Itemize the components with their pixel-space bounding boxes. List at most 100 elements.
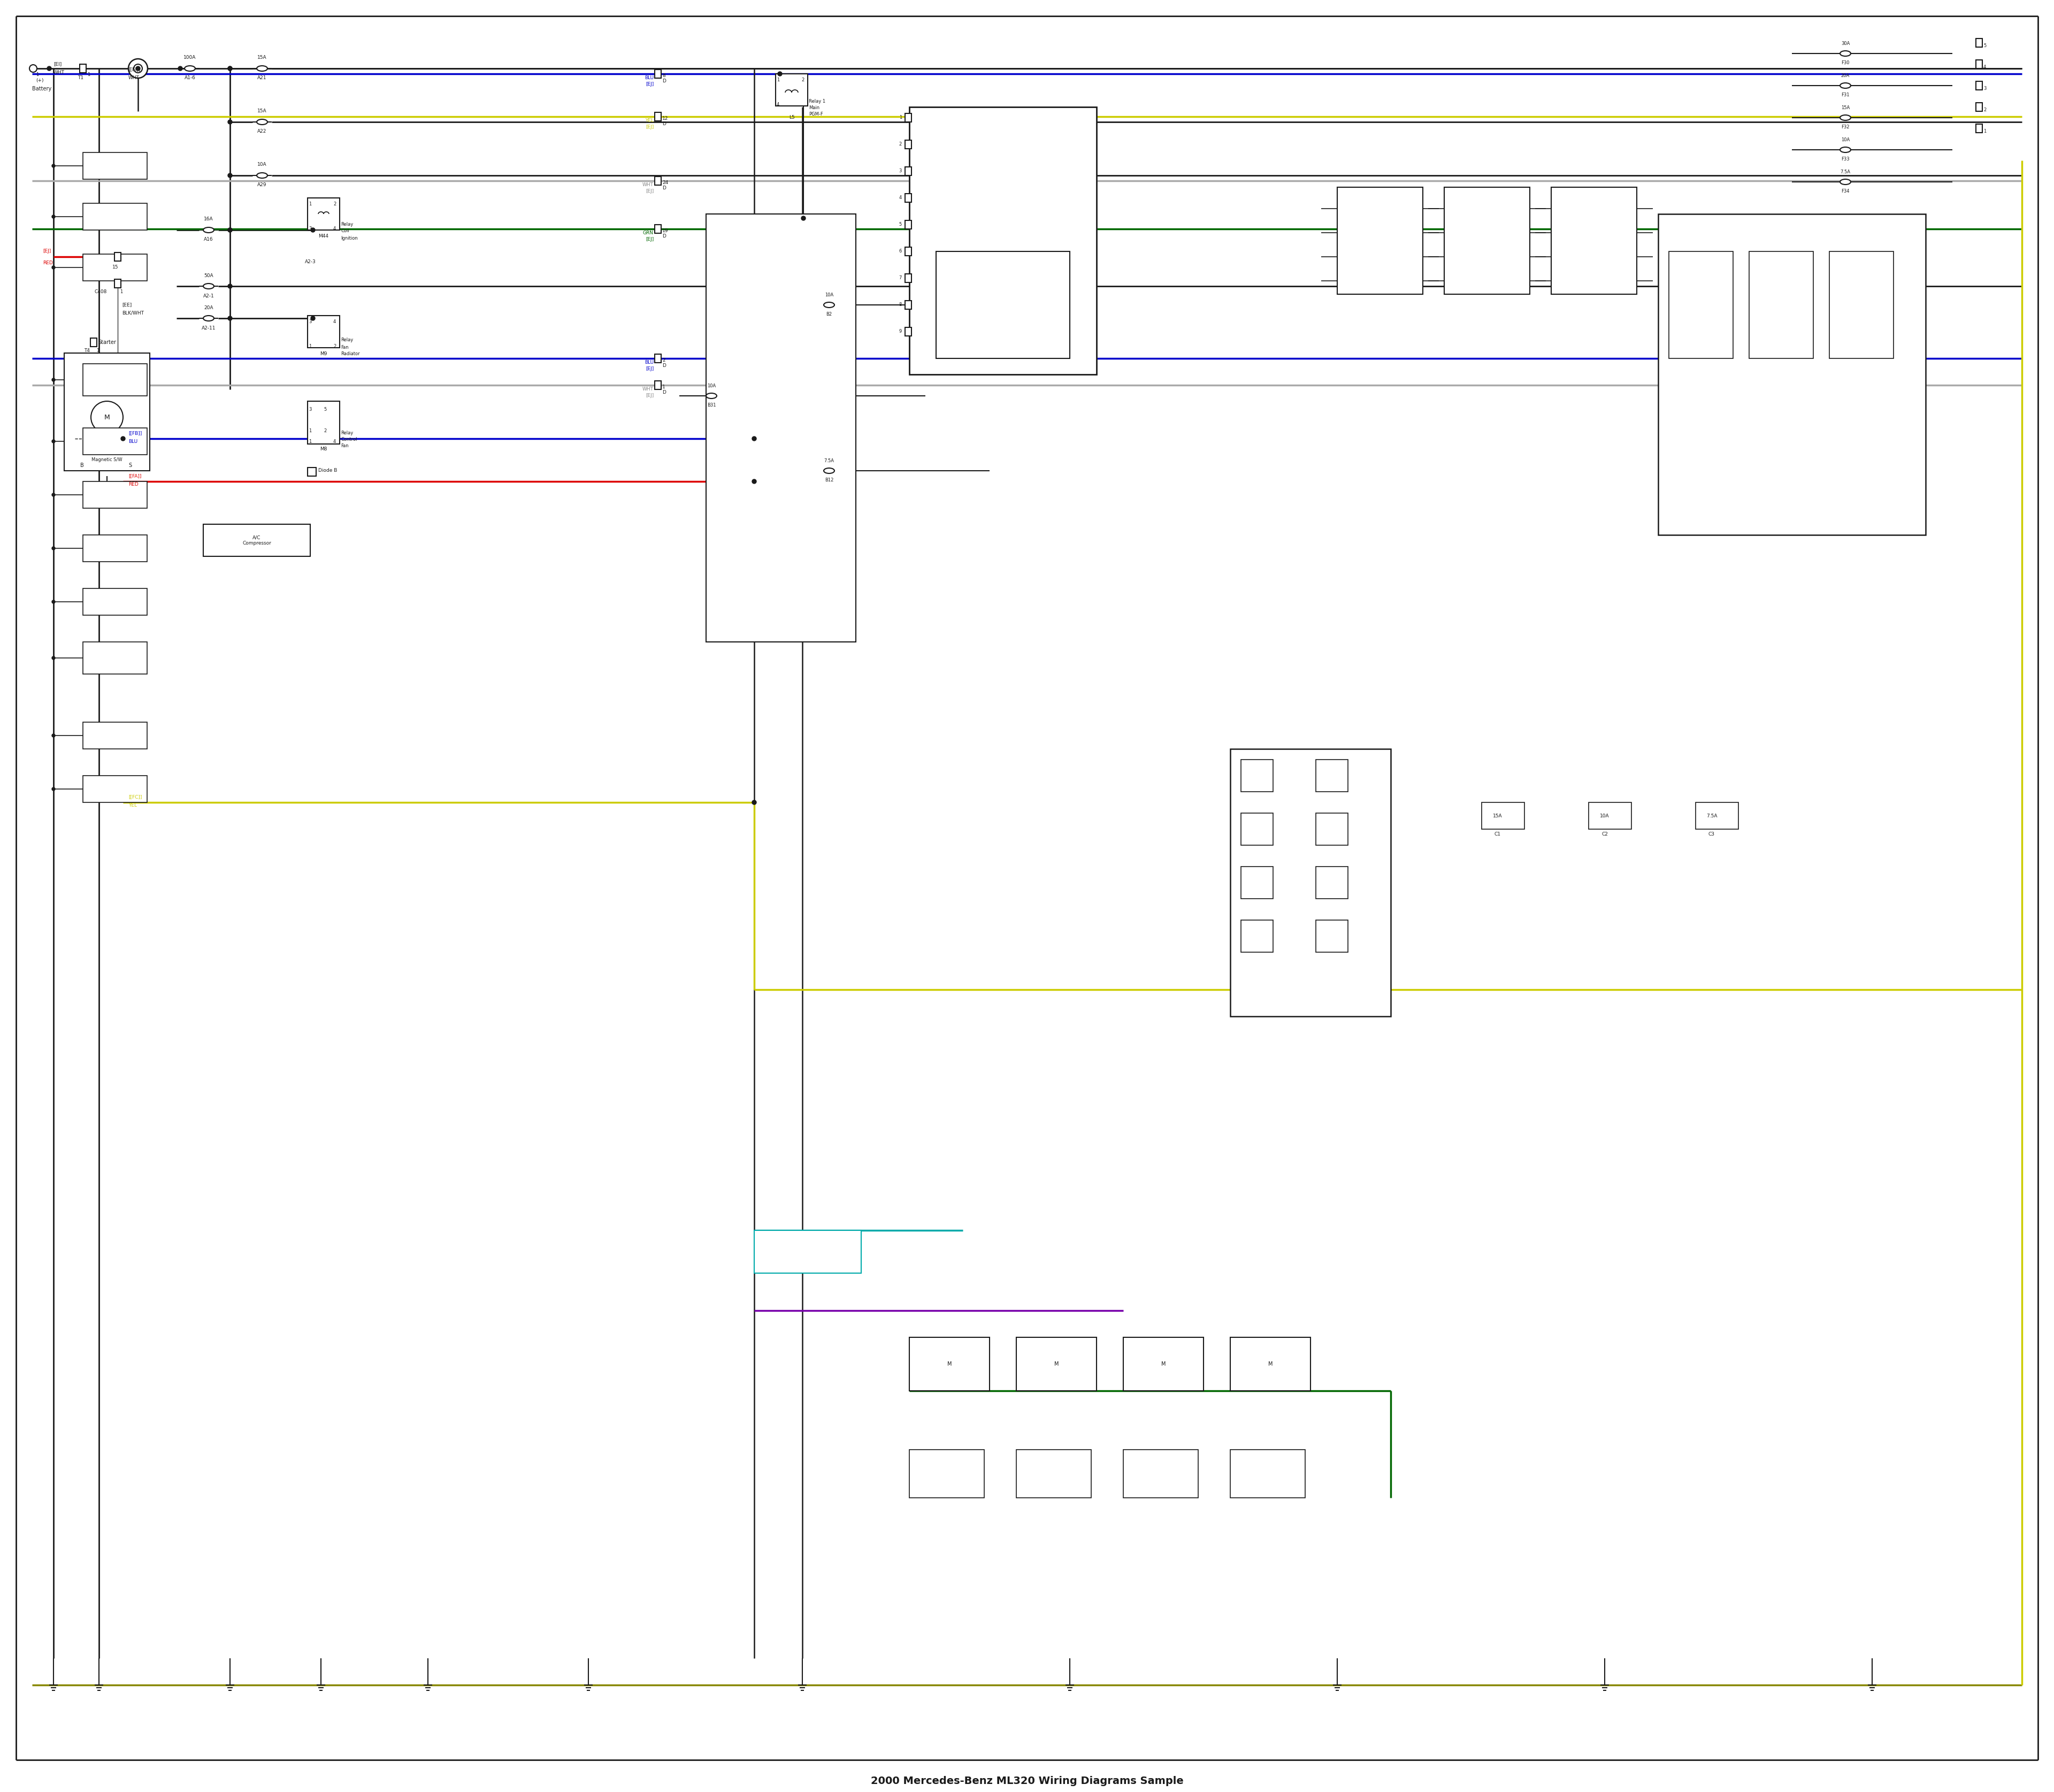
Bar (906, 220, 912, 229)
Circle shape (51, 656, 55, 659)
Text: 19: 19 (661, 229, 668, 233)
Text: 10A: 10A (826, 292, 834, 297)
Text: 7.5A: 7.5A (1840, 170, 1851, 174)
Bar (1337, 186, 1423, 294)
Circle shape (51, 787, 55, 790)
Text: 3: 3 (308, 407, 312, 412)
Text: 7.5A: 7.5A (1707, 814, 1717, 819)
Text: 7.5A: 7.5A (824, 459, 834, 464)
Text: 7: 7 (900, 276, 902, 281)
Text: Battery: Battery (33, 86, 51, 91)
Bar (308, 401, 339, 444)
Text: 3: 3 (900, 168, 902, 174)
Bar (1976, 124, 1982, 133)
Circle shape (51, 378, 55, 382)
Bar (1668, 251, 1734, 358)
Ellipse shape (1840, 82, 1851, 88)
Circle shape (51, 165, 55, 167)
Circle shape (51, 735, 55, 737)
Bar (1017, 1337, 1097, 1391)
Text: M: M (1054, 1362, 1058, 1367)
Text: BLU: BLU (127, 439, 138, 444)
Text: F33: F33 (1840, 158, 1849, 161)
Bar (655, 70, 661, 79)
Ellipse shape (257, 66, 267, 72)
Text: 5: 5 (325, 407, 327, 412)
Text: [[FB]]: [[FB]] (127, 430, 142, 435)
Text: 2: 2 (900, 142, 902, 147)
Text: B12: B12 (826, 478, 834, 482)
Circle shape (228, 174, 232, 177)
Circle shape (51, 215, 55, 219)
Text: A1-6: A1-6 (185, 75, 195, 81)
Bar (82, 428, 148, 455)
Bar (1230, 1450, 1304, 1498)
Circle shape (47, 66, 51, 70)
Text: YEL: YEL (645, 118, 653, 124)
Text: Magnetic S/W: Magnetic S/W (92, 457, 123, 462)
Bar (906, 301, 912, 310)
Text: 3: 3 (308, 319, 312, 324)
Text: M: M (1267, 1362, 1273, 1367)
Text: 15A: 15A (257, 109, 267, 113)
Text: M9: M9 (320, 351, 327, 357)
Bar (1230, 749, 1391, 1016)
Text: Control: Control (341, 437, 357, 443)
Circle shape (51, 547, 55, 550)
Text: Fan: Fan (341, 344, 349, 349)
Text: Diode B: Diode B (318, 468, 337, 473)
Text: RED: RED (43, 262, 53, 265)
Bar (906, 274, 912, 283)
Text: 15A: 15A (257, 56, 267, 61)
Text: WHT: WHT (53, 70, 66, 75)
Bar (776, 73, 807, 106)
Circle shape (778, 72, 783, 75)
Text: D: D (661, 364, 665, 369)
Bar (1658, 213, 1927, 536)
Bar (1017, 1450, 1091, 1498)
Text: BLU: BLU (645, 75, 653, 81)
Text: 100A: 100A (183, 56, 195, 61)
Circle shape (51, 600, 55, 604)
Text: 2: 2 (661, 358, 665, 364)
Text: WHT: WHT (643, 183, 653, 188)
Circle shape (752, 478, 756, 484)
Text: Relay 1: Relay 1 (809, 99, 826, 104)
Circle shape (310, 228, 314, 233)
Circle shape (228, 228, 232, 233)
Text: 1: 1 (97, 348, 99, 353)
Text: Relay: Relay (341, 339, 353, 342)
Text: PGM-F: PGM-F (809, 111, 824, 116)
Ellipse shape (203, 283, 214, 289)
Ellipse shape (707, 392, 717, 398)
Circle shape (801, 217, 805, 220)
Text: 4: 4 (1984, 65, 1986, 70)
Bar (1830, 251, 1894, 358)
Circle shape (90, 401, 123, 434)
Bar (82, 482, 148, 509)
Text: B: B (80, 462, 84, 468)
Text: [EJ]: [EJ] (645, 190, 653, 194)
Text: M: M (105, 414, 109, 421)
Bar (1317, 919, 1347, 952)
Bar (1976, 102, 1982, 111)
Text: 4: 4 (776, 102, 778, 108)
Bar (80, 65, 86, 73)
Text: 4: 4 (333, 319, 337, 324)
Ellipse shape (824, 468, 834, 473)
Ellipse shape (1840, 147, 1851, 152)
Circle shape (136, 66, 140, 70)
Text: [EJ]: [EJ] (645, 125, 653, 129)
Bar (82, 364, 148, 396)
Text: A2-1: A2-1 (203, 294, 214, 297)
Text: C2: C2 (1602, 831, 1608, 837)
Circle shape (752, 437, 756, 441)
Ellipse shape (1840, 115, 1851, 120)
Circle shape (134, 65, 142, 73)
Bar (910, 1450, 984, 1498)
Text: GRN: GRN (643, 231, 653, 235)
Bar (1551, 186, 1637, 294)
Text: A22: A22 (257, 129, 267, 134)
Text: S: S (127, 462, 131, 468)
Text: [[EI]]: [[EI]] (127, 66, 140, 72)
